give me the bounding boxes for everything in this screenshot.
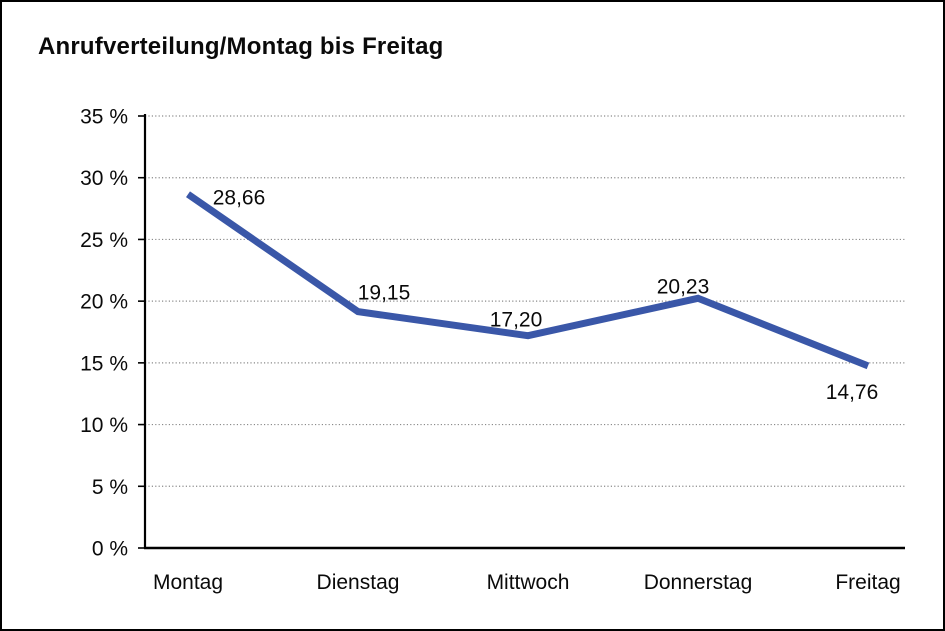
data-point-label: 19,15 (358, 282, 411, 305)
y-tick-label: 30 % (80, 167, 128, 190)
data-point-label: 28,66 (213, 186, 266, 209)
y-tick-label: 15 % (80, 352, 128, 375)
x-category-label: Freitag (835, 571, 900, 594)
y-tick-label: 20 % (80, 291, 128, 314)
data-line (186, 191, 870, 370)
x-category-label: Mittwoch (487, 571, 570, 594)
y-tick-label: 10 % (80, 414, 128, 437)
data-point-label: 20,23 (657, 275, 710, 298)
y-tick-label: 5 % (92, 476, 128, 499)
x-category-label: Donnerstag (644, 571, 753, 594)
chart-title: Anrufverteilung/Montag bis Freitag (38, 33, 444, 60)
x-category-label: Montag (153, 571, 223, 594)
data-point-label: 14,76 (826, 381, 879, 404)
data-point-label: 17,20 (490, 309, 543, 332)
y-tick-label: 35 % (80, 106, 128, 129)
x-category-label: Dienstag (317, 571, 400, 594)
y-tick-label: 0 % (92, 538, 128, 561)
y-tick-label: 25 % (80, 229, 128, 252)
